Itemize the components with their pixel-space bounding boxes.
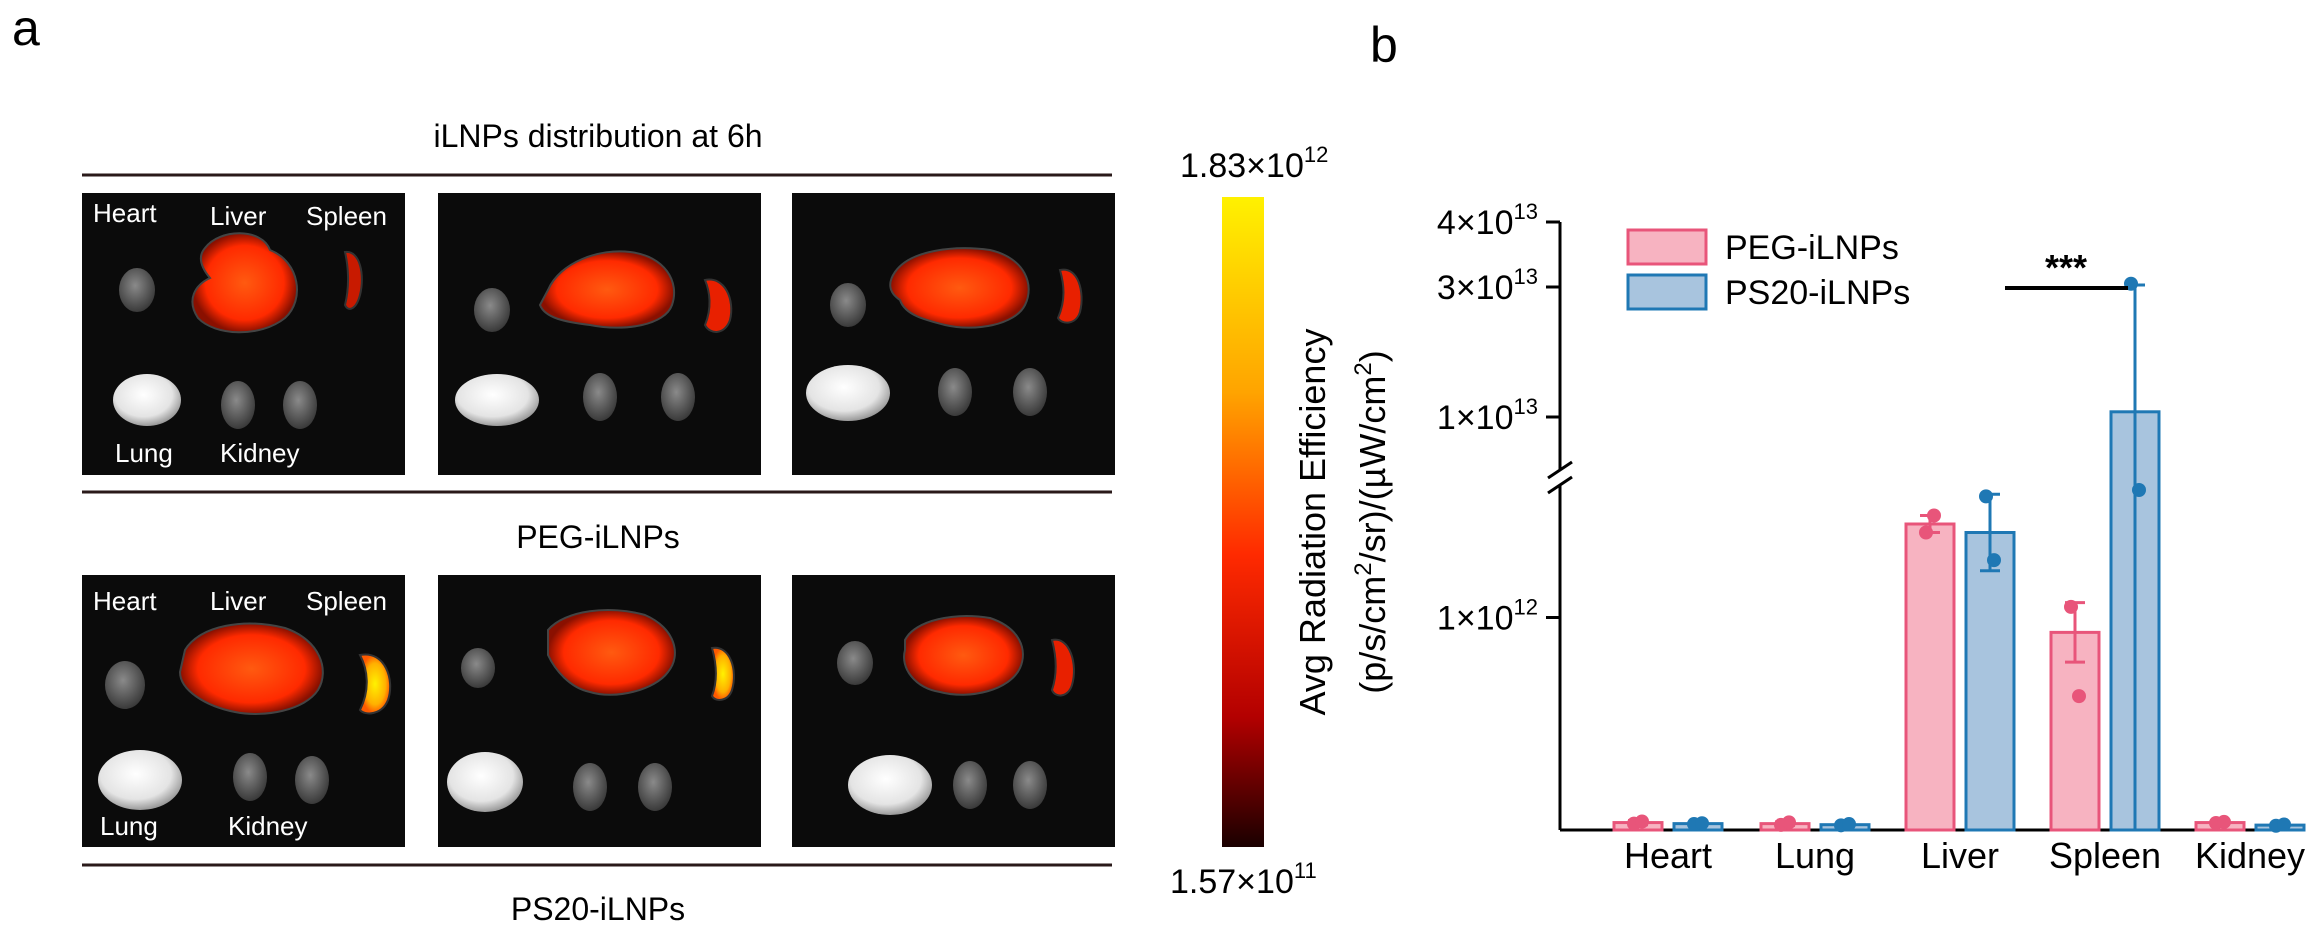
colorbar-axis-units: (p/s/cm2/sr)/(µW/cm2) [1350,350,1393,693]
x-tick-label: Liver [1921,835,1999,876]
kidney-organ-right [283,381,317,429]
kidney-organ-right [638,763,672,811]
axis-break-mark [1547,475,1573,495]
legend-label: PEG-iLNPs [1725,229,1899,267]
liver-organ [547,609,676,696]
label-kidney: Kidney [228,811,308,841]
label-liver: Liver [210,201,267,231]
lung-organ [98,750,182,810]
y-tick-label: 1×1012 [1437,595,1538,638]
liver-organ [178,622,324,715]
axis-break-mark [1547,460,1573,480]
group-label-peg: PEG-iLNPs [516,519,680,555]
label-spleen: Spleen [306,201,387,231]
label-lung: Lung [100,811,158,841]
heart-organ [461,648,495,688]
panel-a: a iLNPs distribution at 6h PEG-iLNPs PS2… [12,0,1393,927]
kidney-organ-right [661,373,695,421]
heart-organ [837,641,873,685]
organ-image-peg-3 [792,193,1115,475]
x-tick-label: Heart [1624,835,1712,876]
kidney-organ-right [1013,368,1047,416]
spleen-organ [358,653,392,715]
panel-b: b 1×1012 1×1013 3×1013 4×1013 Heart Lung Liver… [1370,17,2306,876]
panel-b-letter: b [1370,17,1398,73]
kidney-organ-right [1013,761,1047,809]
lung-organ [447,752,523,812]
data-point [1979,489,1993,504]
spleen-organ [710,646,735,701]
x-tick-label: Lung [1775,835,1855,876]
liver-organ [889,247,1030,329]
kidney-organ-left [233,753,267,801]
kidney-organ-left [221,381,255,429]
label-kidney: Kidney [220,438,300,468]
label-lung: Lung [115,438,173,468]
spleen-organ [1050,638,1075,697]
spleen-organ [703,278,733,333]
bar [1964,531,2016,832]
panel-a-title: iLNPs distribution at 6h [433,118,762,154]
data-point [1635,814,1649,829]
kidney-organ-right [295,756,329,804]
legend-swatch [1626,228,1708,266]
heart-organ [105,661,145,709]
organ-image-ps20-2 [438,575,761,847]
colorbar-gradient [1222,197,1264,847]
y-tick-label: 4×1013 [1437,199,1538,242]
kidney-organ-left [938,368,972,416]
lung-organ [113,374,181,426]
kidney-organ-left [573,763,607,811]
data-point [1927,508,1941,523]
kidney-organ-left [583,373,617,421]
x-tick-label: Kidney [2195,835,2305,876]
lung-organ [806,365,890,421]
data-point [2132,483,2146,497]
x-tick-label: Spleen [2049,835,2161,876]
label-heart: Heart [93,586,157,616]
colorbar-min-label: 1.57×1011 [1170,858,1317,901]
liver-organ [538,250,676,329]
spleen-organ [343,250,363,310]
bar-chart: 1×1012 1×1013 3×1013 4×1013 Heart Lung Liver Sp… [1437,199,2306,876]
label-spleen: Spleen [306,586,387,616]
bar [2049,630,2101,832]
liver-organ [191,232,298,334]
lung-organ [848,755,932,815]
significance-marker: *** [2045,247,2087,288]
spleen-organ [1056,268,1083,324]
y-tick-label: 1×1013 [1437,394,1538,437]
legend-label: PS20-iLNPs [1725,274,1910,312]
heart-organ [474,288,510,332]
data-point [1919,525,1933,540]
legend-swatch [1626,273,1708,311]
data-point [2277,817,2291,832]
group-label-ps20: PS20-iLNPs [511,891,685,927]
label-heart: Heart [93,198,157,228]
kidney-organ-left [953,761,987,809]
label-liver: Liver [210,586,267,616]
data-point [1842,817,1856,832]
bar [1904,522,1956,832]
organ-image-ps20-3 [792,575,1115,847]
data-point [1695,816,1709,831]
colorbar: 1.83×1012 1.57×1011 Avg Radiation Effici… [1170,142,1393,901]
heart-organ [830,283,866,327]
heart-organ [119,268,155,312]
y-tick-label: 3×1013 [1437,264,1538,307]
panel-a-letter: a [12,0,40,56]
colorbar-axis-title: Avg Radiation Efficiency [1292,329,1333,716]
data-point [2217,814,2231,829]
data-point [1782,815,1796,830]
organ-image-peg-2 [438,193,761,475]
liver-organ [903,615,1024,696]
organ-image-peg-1: Heart Liver Spleen Lung Kidney [82,193,405,475]
data-point [1987,553,2001,568]
data-point [2072,689,2086,704]
colorbar-max-label: 1.83×1012 [1180,142,1328,185]
data-point [2064,599,2078,614]
lung-organ [455,374,539,426]
organ-image-ps20-1: Heart Liver Spleen Lung Kidney [82,575,405,847]
